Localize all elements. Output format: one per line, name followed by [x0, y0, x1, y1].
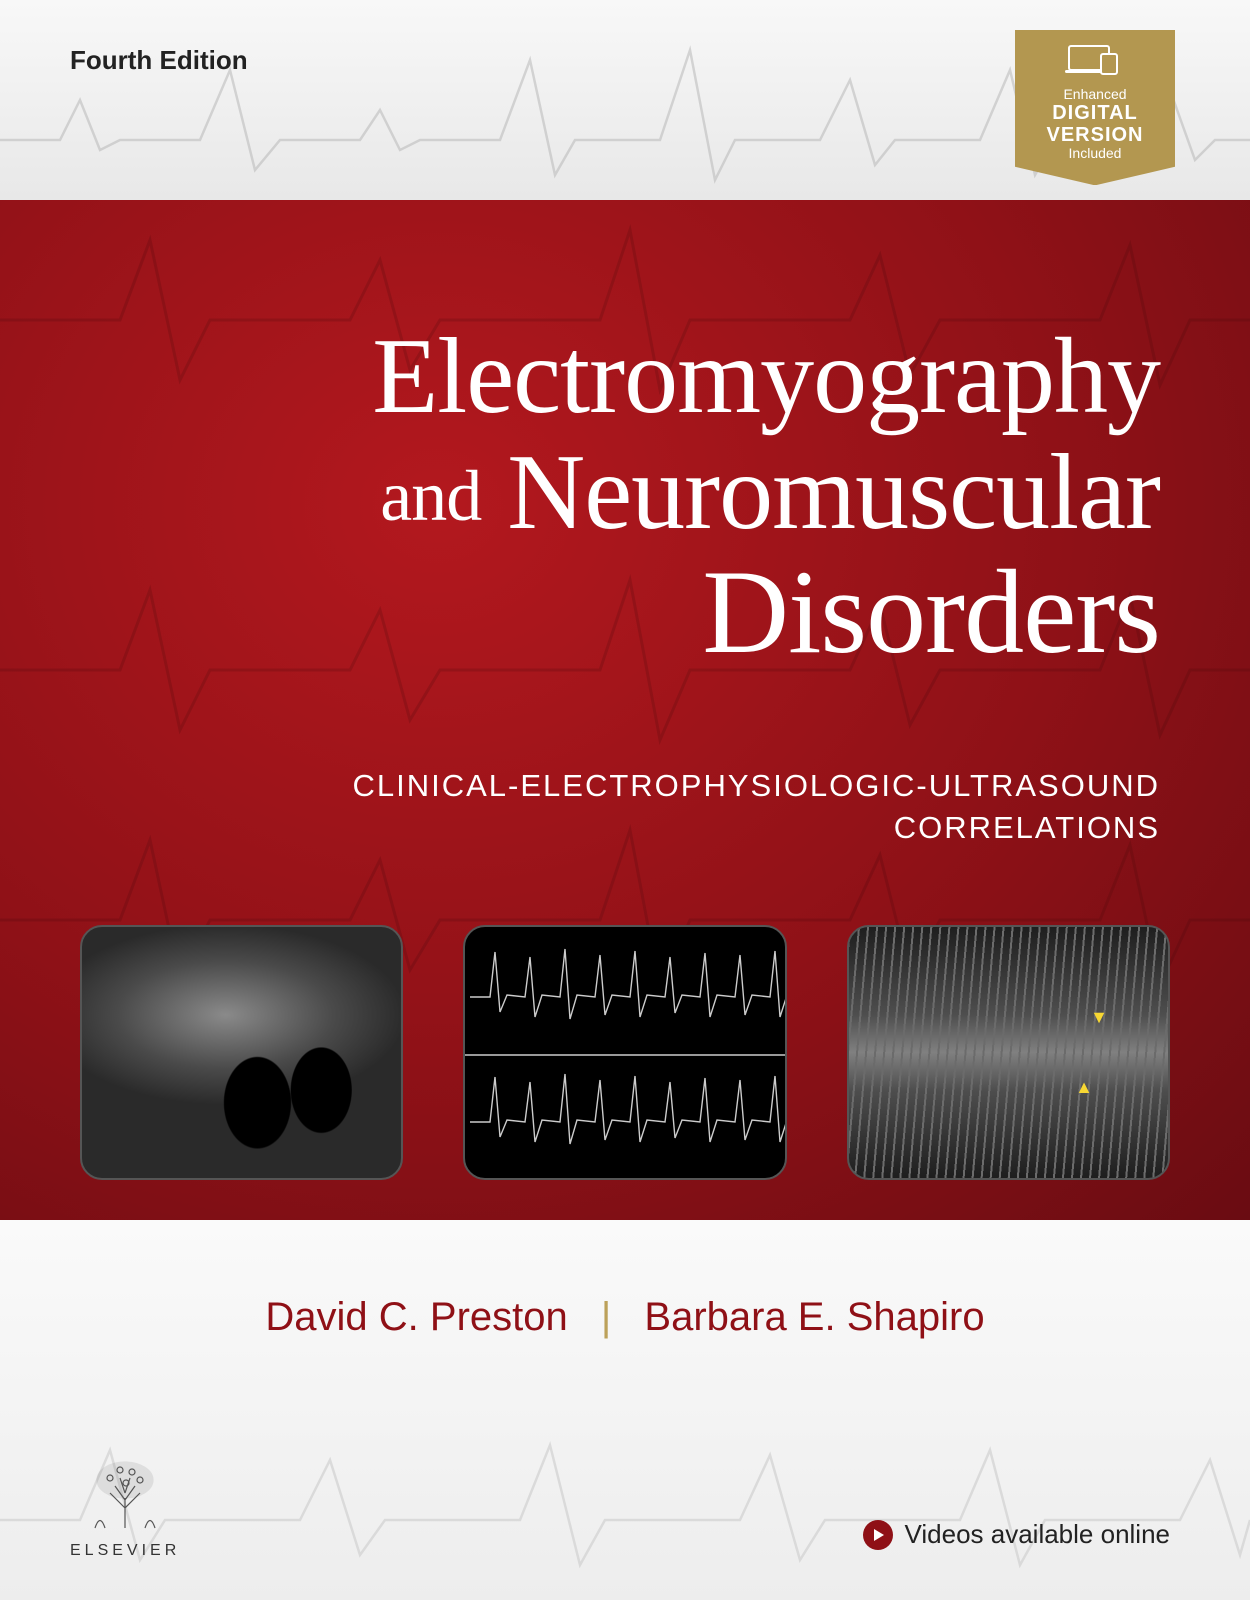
- videos-online-text: Videos available online: [905, 1519, 1171, 1550]
- device-icons: [1025, 44, 1165, 81]
- ribbon-line2: DIGITAL: [1025, 102, 1165, 124]
- subtitle-line2: CORRELATIONS: [0, 807, 1160, 849]
- elsevier-tree-icon: [80, 1458, 170, 1533]
- play-icon: [863, 1520, 893, 1550]
- book-title: Electromyography and Neuromuscular Disor…: [0, 315, 1250, 681]
- title-line1: Electromyography: [0, 315, 1160, 439]
- red-panel: Electromyography and Neuromuscular Disor…: [0, 200, 1250, 1220]
- ultrasound-image-1: [80, 925, 403, 1180]
- title-line2-rest: Neuromuscular: [507, 433, 1160, 552]
- title-line3: Disorders: [0, 543, 1160, 681]
- arrow-marker-icon: ▼: [1090, 1007, 1108, 1028]
- digital-version-ribbon: Enhanced DIGITAL VERSION Included: [1015, 30, 1175, 185]
- ultrasound-image-2: ▼ ▲: [847, 925, 1170, 1180]
- title-line2: and Neuromuscular: [0, 431, 1160, 555]
- title-and: and: [380, 456, 481, 536]
- publisher-block: ELSEVIER: [70, 1458, 180, 1560]
- bottom-band: David C. Preston | Barbara E. Shapiro EL…: [0, 1220, 1250, 1600]
- ribbon-line3: VERSION: [1025, 124, 1165, 146]
- ribbon-line1: Enhanced: [1025, 87, 1165, 102]
- emg-waveform-panel: [463, 925, 786, 1180]
- edition-label: Fourth Edition: [70, 45, 248, 76]
- book-subtitle: CLINICAL-ELECTROPHYSIOLOGIC-ULTRASOUND C…: [0, 765, 1250, 849]
- author-2: Barbara E. Shapiro: [644, 1295, 984, 1339]
- subtitle-line1: CLINICAL-ELECTROPHYSIOLOGIC-ULTRASOUND: [0, 765, 1160, 807]
- author-names: David C. Preston | Barbara E. Shapiro: [0, 1295, 1250, 1340]
- cover-image-row: ▼ ▲: [0, 925, 1250, 1180]
- arrow-marker-icon: ▲: [1075, 1077, 1093, 1098]
- author-1: David C. Preston: [265, 1295, 567, 1339]
- ribbon-line4: Included: [1025, 146, 1165, 161]
- publisher-name: ELSEVIER: [70, 1542, 180, 1560]
- author-separator: |: [601, 1295, 611, 1339]
- videos-online-label: Videos available online: [863, 1519, 1171, 1550]
